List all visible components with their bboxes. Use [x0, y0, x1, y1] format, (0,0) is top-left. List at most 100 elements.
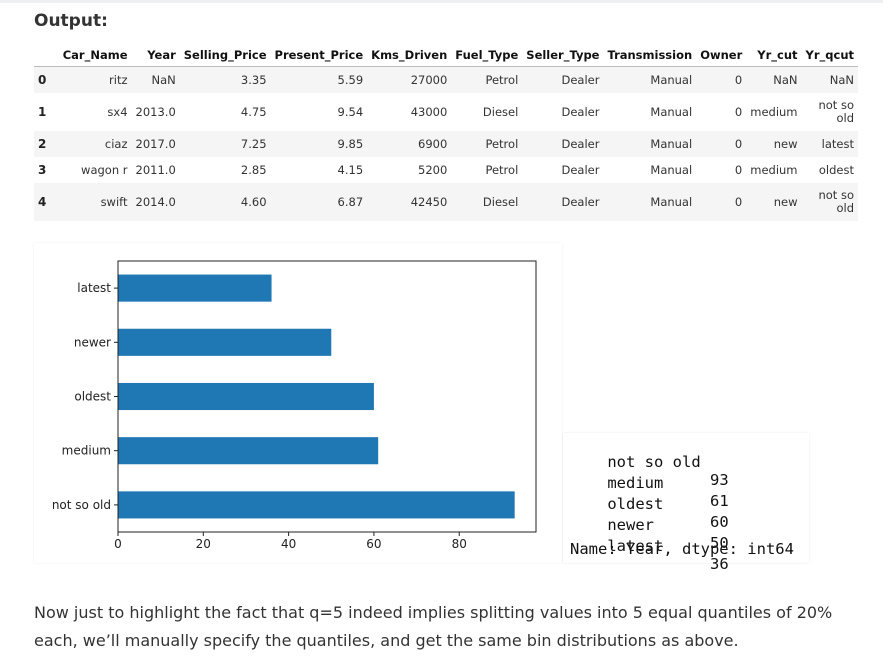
- table-cell: wagon r: [81, 162, 128, 177]
- y-tick-label: latest: [77, 281, 111, 295]
- table-cell: ritz: [109, 72, 128, 87]
- column-header: Year: [131, 44, 180, 67]
- plot-frame: [117, 260, 537, 533]
- table-cell: Dealer: [561, 104, 600, 119]
- table-cell: Manual: [650, 136, 693, 151]
- value-count-label: oldest: [607, 495, 664, 513]
- table-cell: Diesel: [482, 104, 519, 119]
- table-row: 4 swift 2014.0 4.60 6.87 42450 Diesel De…: [34, 182, 858, 221]
- table-cell: Petrol: [485, 136, 519, 151]
- table-cell: 4.15: [337, 162, 364, 177]
- column-header: Seller_Type: [522, 44, 604, 67]
- table-cell: 4.75: [240, 104, 267, 119]
- bar-chart: not so old medium oldest newer latest 0 20 40 60…: [34, 243, 562, 563]
- table-header-row: Car_Name Year Selling_Price Present_Pric…: [34, 44, 858, 67]
- value-count-row: oldest 60: [570, 477, 728, 549]
- value-count-row: latest 36: [570, 519, 728, 591]
- table-cell: 6.87: [337, 194, 364, 209]
- table-cell: 2.85: [240, 162, 267, 177]
- value-count-row: medium 61: [570, 456, 728, 528]
- table-cell: Petrol: [485, 162, 519, 177]
- row-index: 2: [38, 136, 47, 151]
- table-cell: 2013.0: [135, 104, 176, 119]
- table-cell: 4.60: [240, 194, 267, 209]
- column-header: Fuel_Type: [451, 44, 523, 67]
- table-cell: 27000: [410, 72, 448, 87]
- table-cell: Manual: [650, 104, 693, 119]
- table-cell: 3.35: [240, 72, 267, 87]
- table-cell: new: [773, 194, 798, 209]
- table-row: 0 ritz NaN 3.35 5.59 27000 Petrol Dealer…: [34, 66, 858, 93]
- x-tick-label: 0: [114, 537, 122, 551]
- table-cell: 43000: [410, 104, 448, 119]
- table-cell: oldest: [818, 162, 854, 177]
- value-count-label: not so old: [607, 453, 701, 471]
- column-header: Transmission: [603, 44, 697, 67]
- table-cell: 2017.0: [135, 136, 176, 151]
- value-count-number: 61: [710, 492, 729, 510]
- y-tick-label: newer: [74, 335, 111, 349]
- table-cell: 0: [734, 162, 743, 177]
- table-cell: swift: [100, 194, 128, 209]
- table-cell: not so old: [818, 97, 854, 125]
- x-tick-label: 60: [366, 537, 381, 551]
- table-cell: sx4: [107, 104, 128, 119]
- table-cell: NaN: [773, 72, 798, 87]
- table-cell: 2011.0: [135, 162, 176, 177]
- table-cell: 0: [734, 72, 743, 87]
- table-cell: latest: [821, 136, 854, 151]
- table-cell: 6900: [418, 136, 448, 151]
- value-count-label: latest: [607, 537, 664, 555]
- table-row: 2 ciaz 2017.0 7.25 9.85 6900 Petrol Deal…: [34, 130, 858, 157]
- table-cell: 0: [734, 104, 743, 119]
- column-header: Owner: [696, 44, 747, 67]
- table-cell: 9.85: [337, 136, 364, 151]
- y-tick-label: not so old: [52, 498, 111, 512]
- table-cell: 7.25: [240, 136, 267, 151]
- bar: [118, 437, 379, 465]
- table-cell: 5200: [418, 162, 448, 177]
- value-count-number: 36: [710, 555, 729, 573]
- table-cell: not so old: [818, 187, 854, 215]
- x-tick-label: 20: [196, 537, 211, 551]
- column-header: Selling_Price: [179, 44, 271, 67]
- table-cell: Dealer: [561, 162, 600, 177]
- bar: [118, 491, 515, 519]
- table-cell: 0: [734, 194, 743, 209]
- table-cell: Manual: [650, 194, 693, 209]
- value-count-row: not so old 93: [570, 435, 728, 507]
- value-count-footer: Name: Year, dtype: int64: [570, 540, 794, 558]
- value-count-row: newer 50: [570, 498, 728, 570]
- table-cell: NaN: [829, 72, 854, 87]
- y-tick-label: oldest: [74, 390, 111, 404]
- top-divider: [0, 0, 883, 3]
- table-cell: ciaz: [104, 136, 128, 151]
- table-cell: medium: [750, 104, 798, 119]
- value-count-label: newer: [607, 516, 654, 534]
- value-count-number: 60: [710, 513, 729, 531]
- x-tick-label: 80: [452, 537, 467, 551]
- table-cell: Diesel: [482, 194, 519, 209]
- column-header: Kms_Driven: [367, 44, 452, 67]
- value-counts-output: not so old 93 medium 61 oldest 60 newer …: [563, 433, 809, 573]
- bar-chart-svg: not so old medium oldest newer latest 0 20 40 60…: [52, 260, 537, 551]
- body-paragraph: Now just to highlight the fact that q=5 …: [34, 603, 833, 650]
- value-count-number: 93: [710, 471, 729, 489]
- row-index: 3: [38, 162, 47, 177]
- table-cell: Dealer: [561, 194, 600, 209]
- table-cell: medium: [750, 162, 798, 177]
- row-index: 4: [38, 194, 47, 209]
- value-count-number: 50: [710, 534, 729, 552]
- table-row: 1 sx4 2013.0 4.75 9.54 43000 Diesel Deal…: [34, 93, 858, 131]
- table-row: 3 wagon r 2011.0 2.85 4.15 5200 Petrol D…: [34, 157, 858, 183]
- row-index: 1: [38, 104, 47, 119]
- table-cell: 0: [734, 136, 743, 151]
- y-tick-label: medium: [62, 444, 111, 458]
- bar: [118, 328, 332, 356]
- bar: [118, 274, 272, 302]
- table-cell: Manual: [650, 72, 693, 87]
- table-cell: 42450: [410, 194, 448, 209]
- table-cell: 9.54: [337, 104, 364, 119]
- table-cell: Petrol: [485, 72, 519, 87]
- table-cell: Dealer: [561, 72, 600, 87]
